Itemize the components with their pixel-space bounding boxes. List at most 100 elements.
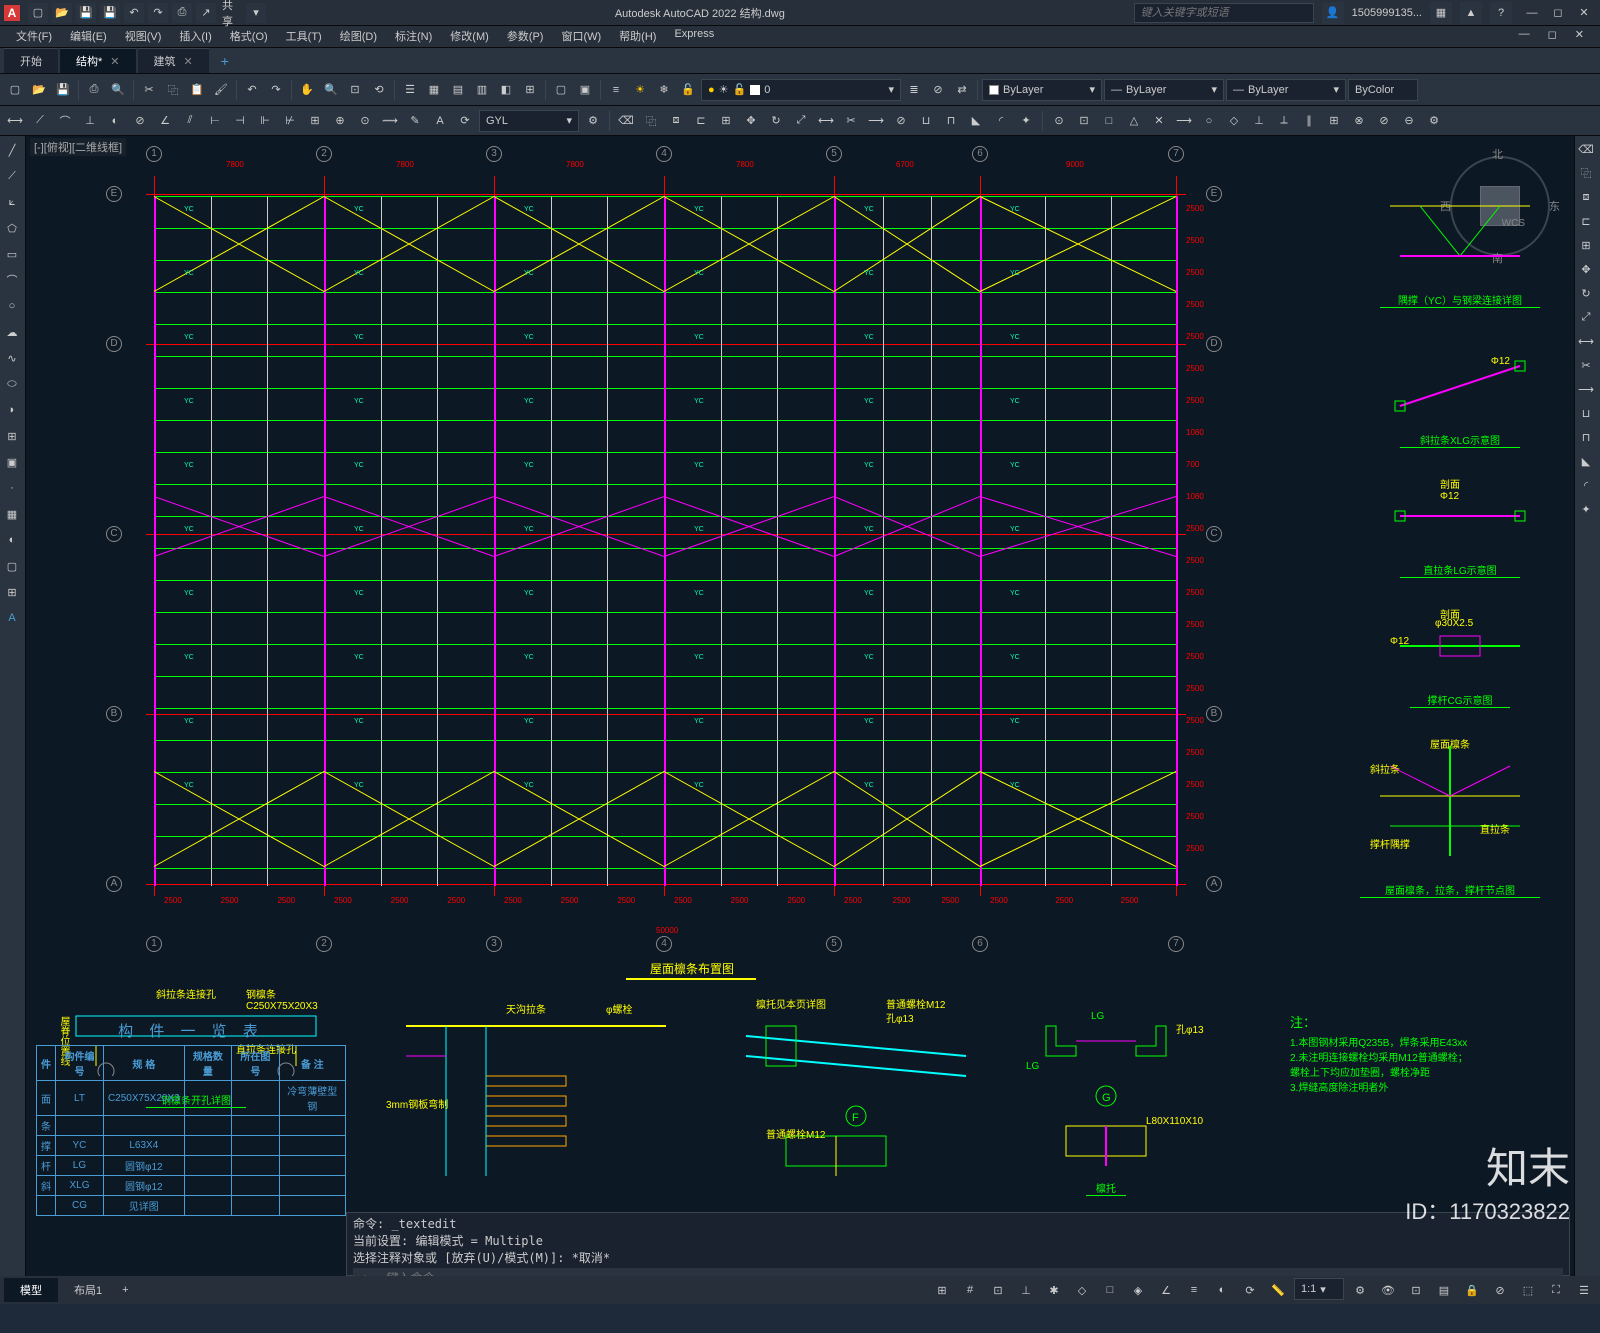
3dosnap-icon[interactable]: ◈ <box>1126 1278 1150 1302</box>
polar-icon[interactable]: ✱ <box>1042 1278 1066 1302</box>
lineweight-dropdown[interactable]: —ByLayer ▾ <box>1226 79 1346 101</box>
move2-icon[interactable]: ✥ <box>1575 258 1597 280</box>
dim-arc-icon[interactable]: ⌒ <box>54 110 76 132</box>
dim-base-icon[interactable]: ⊢ <box>204 110 226 132</box>
sheet-set-icon[interactable]: ▥ <box>471 79 493 101</box>
explode-icon[interactable]: ✦ <box>1015 110 1037 132</box>
tab-close-icon[interactable]: ✕ <box>184 56 193 68</box>
snap-mid-icon[interactable]: △ <box>1123 110 1145 132</box>
iso-icon[interactable]: ◇ <box>1070 1278 1094 1302</box>
layer-lock-icon[interactable]: 🔓 <box>677 79 699 101</box>
trim2-icon[interactable]: ✂ <box>1575 354 1597 376</box>
signin-icon[interactable]: 👤 <box>1322 2 1344 24</box>
drawing-canvas[interactable]: [-][俯视][二维线框] 北 南 东 西 WCS 1 2 3 4 5 6 7 … <box>26 136 1600 1276</box>
dim-quick-icon[interactable]: ⫽ <box>179 110 201 132</box>
block-icon[interactable]: ▢ <box>550 79 572 101</box>
command-line[interactable]: 命令: _textedit 当前设置: 编辑模式 = Multiple 选择注释… <box>346 1212 1570 1276</box>
rotate-icon[interactable]: ↻ <box>765 110 787 132</box>
snap-mode-icon[interactable]: ⊡ <box>986 1278 1010 1302</box>
dim-tedit-icon[interactable]: A <box>429 110 451 132</box>
dim-ang-icon[interactable]: ∠ <box>154 110 176 132</box>
app-store-icon[interactable]: ▦ <box>1430 2 1452 24</box>
scale-icon[interactable]: ⤢ <box>790 110 812 132</box>
table-icon[interactable]: ⊞ <box>0 580 24 604</box>
join-icon[interactable]: ⊓ <box>940 110 962 132</box>
spline-icon[interactable]: ∿ <box>0 346 24 370</box>
paste-icon[interactable]: 📋 <box>186 79 208 101</box>
point-icon[interactable]: · <box>0 476 24 500</box>
extend-icon[interactable]: ⟶ <box>865 110 887 132</box>
match-icon[interactable]: 🖌 <box>210 79 232 101</box>
saveas-icon[interactable]: 💾 <box>100 3 120 23</box>
plot-style-dropdown[interactable]: ByColor <box>1348 79 1418 101</box>
layer-manager-icon[interactable]: ≡ <box>605 79 627 101</box>
linetype-dropdown[interactable]: —ByLayer ▾ <box>1104 79 1224 101</box>
temp-track-icon[interactable]: ⊙ <box>1048 110 1070 132</box>
menu-window[interactable]: 窗口(W) <box>553 26 609 47</box>
array-icon[interactable]: ⊞ <box>715 110 737 132</box>
snap-perp-icon[interactable]: ⟂ <box>1273 110 1295 132</box>
anno-scale-icon[interactable]: 📏 <box>1266 1278 1290 1302</box>
copy-icon[interactable]: ⿻ <box>162 79 184 101</box>
minimize-button[interactable]: — <box>1520 3 1544 23</box>
layer-freeze-icon[interactable]: ❄ <box>653 79 675 101</box>
move-icon[interactable]: ✥ <box>740 110 762 132</box>
cycling-icon[interactable]: ⟳ <box>1238 1278 1262 1302</box>
model-space-icon[interactable]: ⊞ <box>930 1278 954 1302</box>
explode2-icon[interactable]: ✦ <box>1575 498 1597 520</box>
zoom-window-icon[interactable]: ⊡ <box>344 79 366 101</box>
rotate2-icon[interactable]: ↻ <box>1575 282 1597 304</box>
viewport-label[interactable]: [-][俯视][二维线框] <box>30 138 126 156</box>
gradient-icon[interactable]: ◐ <box>0 528 24 552</box>
mirror2-icon[interactable]: ⧈ <box>1575 186 1597 208</box>
menu-format[interactable]: 格式(O) <box>222 26 276 47</box>
snap-end-icon[interactable]: □ <box>1098 110 1120 132</box>
layer-dropdown[interactable]: ●☀🔓 0 ▾ <box>701 79 901 101</box>
osnap-settings-icon[interactable]: ⚙ <box>1423 110 1445 132</box>
hatch-icon[interactable]: ▦ <box>0 502 24 526</box>
line-icon[interactable]: ╱ <box>0 138 24 162</box>
menu-file[interactable]: 文件(F) <box>8 26 60 47</box>
design-center-icon[interactable]: ▦ <box>423 79 445 101</box>
snap-near-icon[interactable]: ⊘ <box>1373 110 1395 132</box>
lwt-icon[interactable]: ≡ <box>1182 1278 1206 1302</box>
snap-ins-icon[interactable]: ⊞ <box>1323 110 1345 132</box>
menu-tools[interactable]: 工具(T) <box>278 26 330 47</box>
help-search-input[interactable] <box>1134 3 1314 23</box>
print-icon[interactable]: ⎙ <box>83 79 105 101</box>
layout-tab[interactable]: 布局1 <box>62 1278 114 1302</box>
snap-cen-icon[interactable]: ○ <box>1198 110 1220 132</box>
trim-icon[interactable]: ✂ <box>840 110 862 132</box>
undo-icon[interactable]: ↶ <box>124 3 144 23</box>
layer-iso-icon[interactable]: ≣ <box>903 79 925 101</box>
pan-icon[interactable]: ✋ <box>296 79 318 101</box>
erase2-icon[interactable]: ⌫ <box>1575 138 1597 160</box>
open-icon[interactable]: 📂 <box>52 3 72 23</box>
color-dropdown[interactable]: ByLayer ▾ <box>982 79 1102 101</box>
new-icon[interactable]: ▢ <box>4 79 26 101</box>
menu-param[interactable]: 参数(P) <box>499 26 552 47</box>
dim-break-icon[interactable]: ⊬ <box>279 110 301 132</box>
block2-icon[interactable]: ▣ <box>574 79 596 101</box>
isolate-icon[interactable]: ⊘ <box>1488 1278 1512 1302</box>
region-icon[interactable]: ▢ <box>0 554 24 578</box>
cut-icon[interactable]: ✂ <box>138 79 160 101</box>
snap-int-icon[interactable]: ✕ <box>1148 110 1170 132</box>
dim-ord-icon[interactable]: ⊥ <box>79 110 101 132</box>
scale-dropdown[interactable]: 1:1▾ <box>1294 1278 1344 1300</box>
fillet2-icon[interactable]: ◜ <box>1575 474 1597 496</box>
revcloud-icon[interactable]: ☁ <box>0 320 24 344</box>
tab-arch[interactable]: 建筑✕ <box>138 48 209 73</box>
ellipse-arc-icon[interactable]: ◗ <box>0 398 24 422</box>
chamfer-icon[interactable]: ◣ <box>965 110 987 132</box>
share-label[interactable]: 共享 <box>222 3 242 23</box>
clean-screen-icon[interactable]: ⛶ <box>1544 1278 1568 1302</box>
center-mark-icon[interactable]: ⊕ <box>329 110 351 132</box>
maximize-button[interactable]: ◻ <box>1546 3 1570 23</box>
chamfer2-icon[interactable]: ◣ <box>1575 450 1597 472</box>
a360-icon[interactable]: ▲ <box>1460 2 1482 24</box>
user-label[interactable]: 1505999135... <box>1352 7 1422 19</box>
dim-aligned-icon[interactable]: ⟋ <box>29 110 51 132</box>
break-point-icon[interactable]: ⊘ <box>890 110 912 132</box>
dim-edit-icon[interactable]: ✎ <box>404 110 426 132</box>
